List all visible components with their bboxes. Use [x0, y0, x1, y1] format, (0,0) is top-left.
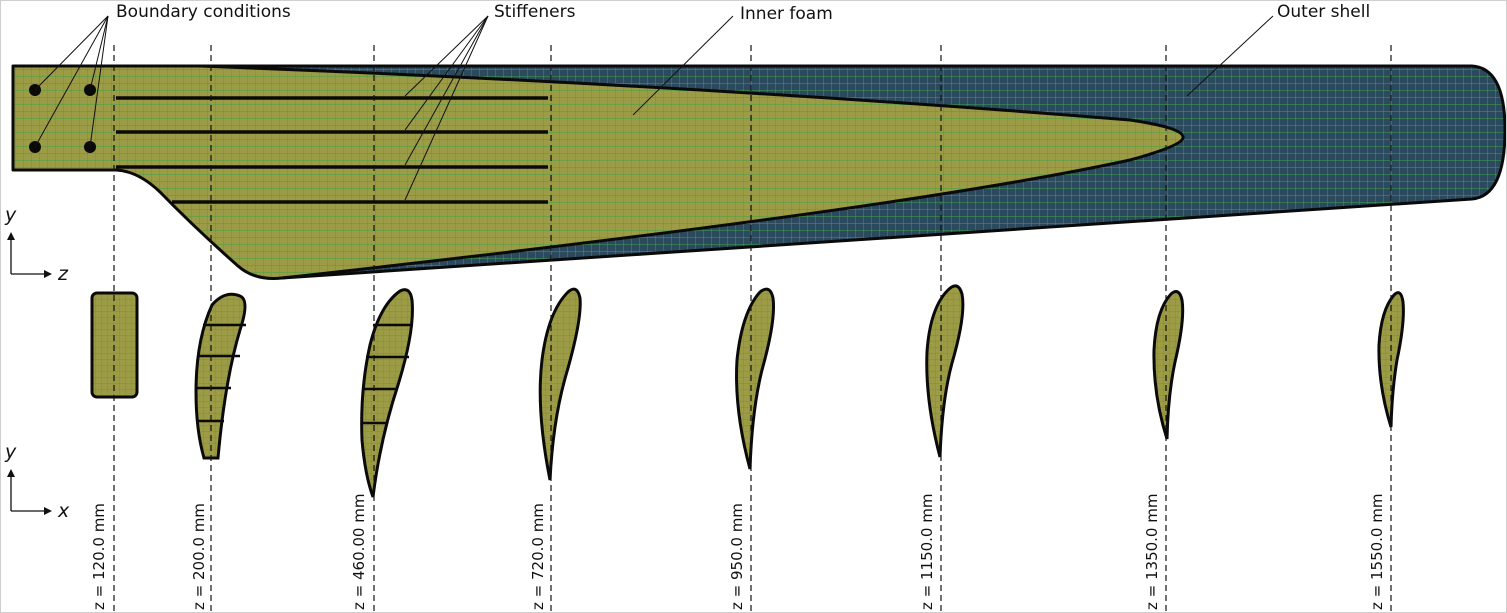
section-cut-lines — [113, 45, 1392, 611]
section-label: z = 1150.0 mm — [918, 494, 936, 610]
section-shape-460 — [360, 288, 414, 498]
axes-top: y z — [4, 204, 69, 285]
annotation-leaders — [34, 15, 1274, 201]
section-shape-950 — [735, 287, 775, 470]
section-label: z = 120.0 mm — [90, 503, 108, 610]
section-label: z = 720.0 mm — [529, 503, 547, 610]
blade-outline — [11, 64, 1507, 280]
section-label: z = 1550.0 mm — [1368, 494, 1386, 610]
cross-sections — [90, 284, 1405, 498]
boundary-conditions-label: Boundary conditions — [116, 2, 291, 22]
axis-x-label: x — [57, 500, 70, 522]
axes-bottom: y x — [4, 441, 70, 522]
outer-shell-label: Outer shell — [1277, 2, 1370, 22]
axis-y-label-bottom: y — [4, 441, 17, 463]
section-shape-720 — [538, 287, 582, 481]
stiffeners-label: Stiffeners — [494, 2, 576, 22]
section-shape-200 — [194, 292, 247, 460]
section-label: z = 460.00 mm — [350, 494, 368, 610]
inner-foam-mesh — [13, 66, 1184, 279]
axis-y-label-top: y — [4, 204, 17, 226]
section-labels: z = 120.0 mm z = 200.0 mm z = 460.00 mm … — [90, 494, 1386, 610]
section-shape-1150 — [925, 284, 965, 458]
axis-z-label: z — [57, 263, 69, 285]
section-shape-1350 — [1152, 290, 1185, 440]
inner-foam-label: Inner foam — [740, 4, 833, 24]
top-view — [11, 64, 1507, 280]
section-label: z = 200.0 mm — [190, 503, 208, 610]
section-label: z = 950.0 mm — [728, 503, 746, 610]
inner-foam-outline — [199, 64, 1185, 280]
section-label: z = 1350.0 mm — [1143, 494, 1161, 610]
